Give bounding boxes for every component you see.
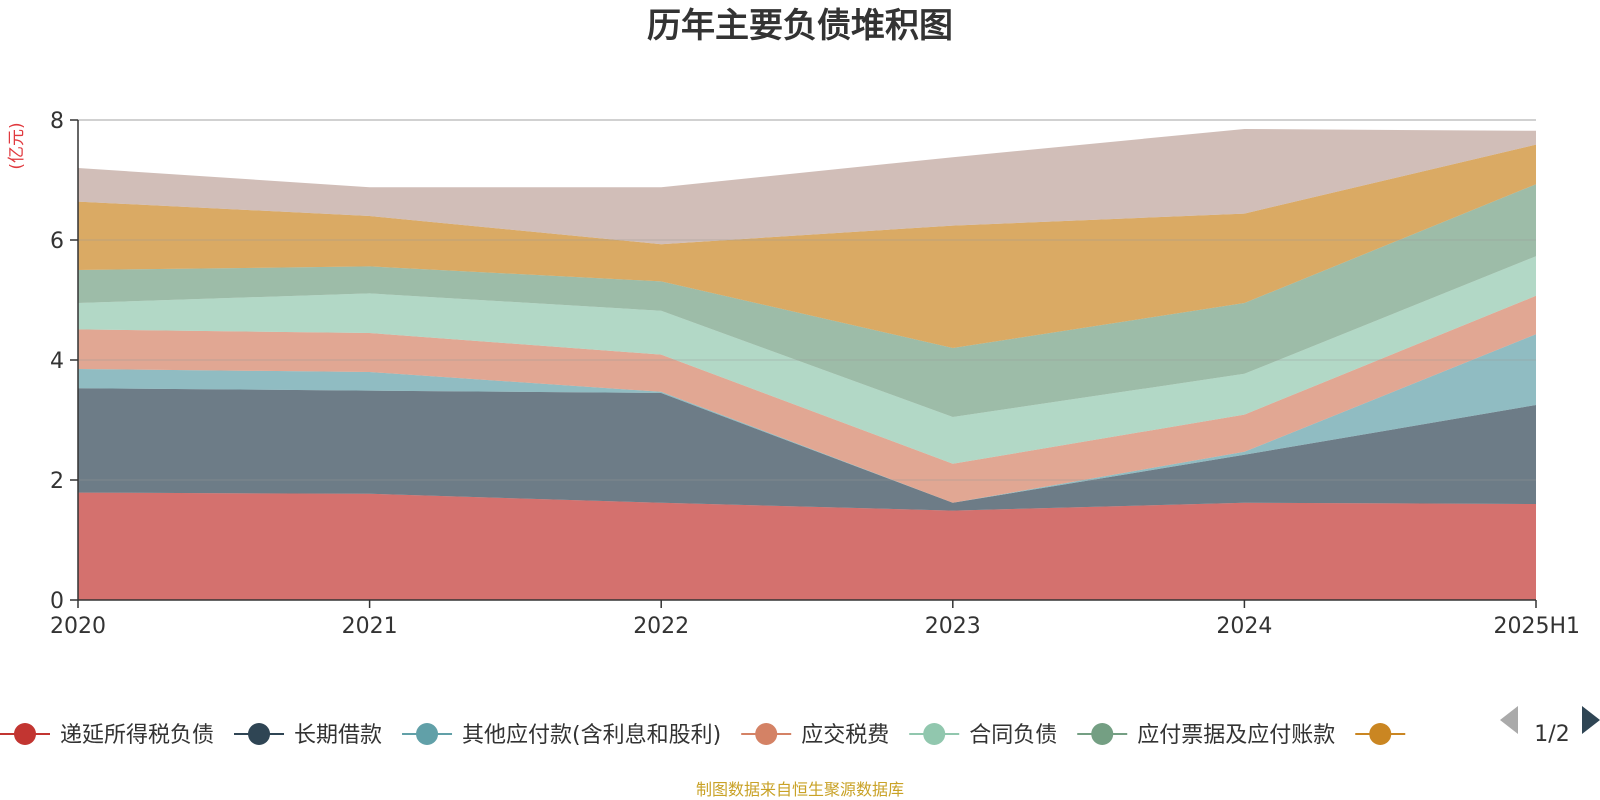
legend-label: 应付票据及应付账款	[1137, 723, 1335, 748]
x-tick-label: 2020	[50, 614, 106, 639]
x-tick-label: 2022	[633, 614, 689, 639]
x-tick-label: 2024	[1216, 614, 1272, 639]
legend-marker	[416, 723, 439, 745]
legend-next-page-icon[interactable]	[1582, 706, 1600, 734]
legend-marker	[1091, 723, 1114, 745]
legend-item-2[interactable]: 长期借款	[234, 723, 382, 748]
legend-item-4[interactable]: 应交税费	[741, 723, 889, 748]
area-series-8	[78, 129, 1536, 245]
y-tick-label: 6	[50, 229, 64, 254]
legend-label: 合同负债	[969, 723, 1057, 748]
area-series-7	[78, 144, 1536, 348]
legend-item-3[interactable]: 其他应付款(含利息和股利)	[402, 723, 721, 748]
legend-item-7[interactable]	[1355, 723, 1406, 745]
legend-marker	[755, 723, 778, 745]
legend-label: 应交税费	[801, 723, 889, 748]
chart-title: 历年主要负债堆积图	[647, 6, 953, 46]
area-series-4	[78, 295, 1536, 503]
area-series-6	[78, 184, 1536, 417]
area-series-5	[78, 256, 1536, 464]
legend-marker	[248, 723, 271, 745]
y-axis-unit-label: (亿元)	[7, 122, 27, 169]
x-tick-labels: 2020 2021 2022 2023 2024 2025H1	[50, 614, 1580, 639]
y-tick-label: 2	[50, 469, 64, 494]
area-series-2	[78, 388, 1536, 511]
legend-marker	[1369, 723, 1392, 745]
legend-pager: 1/2	[1500, 706, 1600, 747]
legend-prev-page-icon[interactable]	[1500, 706, 1518, 734]
x-tick-label: 2021	[342, 614, 398, 639]
x-tick-label: 2023	[925, 614, 981, 639]
y-tick-label: 0	[50, 589, 64, 614]
area-series	[78, 129, 1536, 600]
y-tick-label: 8	[50, 109, 64, 134]
y-tick-labels: 0 2 4 6 8	[50, 109, 64, 614]
axes	[70, 119, 1537, 608]
legend-marker	[923, 723, 946, 745]
legend: 递延所得税负债 长期借款 其他应付款(含利息和股利) 应交税费 合同负债 应付票据及应付账…	[0, 723, 1406, 748]
legend-label: 递延所得税负债	[60, 723, 214, 748]
legend-item-1[interactable]: 递延所得税负债	[0, 723, 214, 748]
legend-label: 其他应付款(含利息和股利)	[462, 723, 721, 748]
x-tick-label: 2025H1	[1493, 614, 1580, 639]
legend-item-5[interactable]: 合同负债	[909, 723, 1057, 748]
legend-page-indicator: 1/2	[1534, 722, 1569, 747]
grid-lines	[78, 119, 1536, 481]
area-series-1	[78, 492, 1536, 600]
y-tick-label: 4	[50, 349, 64, 374]
legend-label: 长期借款	[294, 723, 382, 748]
legend-item-6[interactable]: 应付票据及应付账款	[1077, 723, 1335, 748]
source-note: 制图数据来自恒生聚源数据库	[696, 780, 904, 799]
legend-marker	[14, 723, 36, 745]
